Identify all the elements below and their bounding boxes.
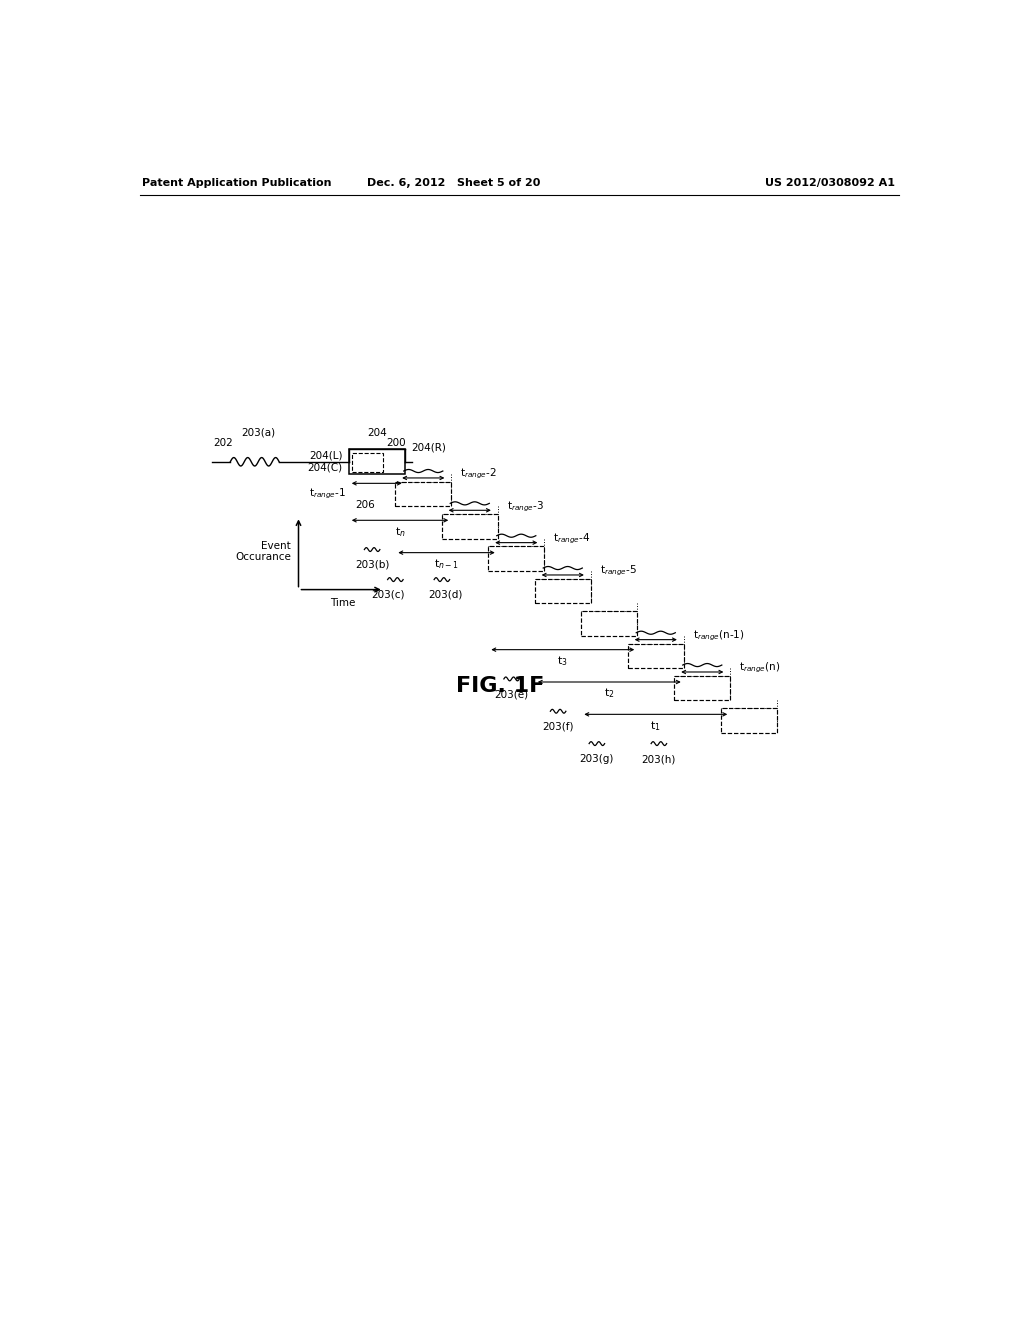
Text: 203(c): 203(c) [371, 590, 404, 601]
Text: 203(b): 203(b) [355, 560, 389, 570]
Text: t$_{range}$-3: t$_{range}$-3 [507, 499, 544, 513]
Text: 204: 204 [367, 428, 387, 437]
Text: 203(a): 203(a) [241, 428, 275, 437]
Text: Dec. 6, 2012   Sheet 5 of 20: Dec. 6, 2012 Sheet 5 of 20 [367, 178, 541, 187]
Text: 206: 206 [355, 500, 375, 510]
Text: Time: Time [330, 598, 355, 609]
Text: t$_2$: t$_2$ [604, 686, 614, 701]
Text: t$_{range}$-5: t$_{range}$-5 [600, 564, 637, 578]
Text: Event
Occurance: Event Occurance [234, 541, 291, 562]
Text: 202: 202 [213, 437, 233, 447]
Text: 203(d): 203(d) [429, 590, 463, 601]
Text: t$_n$: t$_n$ [394, 525, 406, 539]
Bar [442, 515, 498, 539]
Text: t$_{range}$(n-1): t$_{range}$(n-1) [693, 628, 744, 643]
Text: 203(f): 203(f) [543, 722, 573, 731]
Text: 203(g): 203(g) [580, 754, 614, 764]
Text: t$_3$: t$_3$ [557, 655, 568, 668]
Text: 204(L): 204(L) [309, 450, 343, 461]
Bar [395, 482, 452, 507]
Bar [721, 708, 776, 733]
Bar [582, 611, 637, 636]
Text: US 2012/0308092 A1: US 2012/0308092 A1 [765, 178, 895, 187]
Text: t$_{range}$-2: t$_{range}$-2 [461, 467, 498, 482]
Bar [535, 578, 591, 603]
Text: t$_{range}$(n): t$_{range}$(n) [739, 661, 780, 676]
Text: t$_{range}$-1: t$_{range}$-1 [309, 486, 346, 500]
Text: t$_{n-1}$: t$_{n-1}$ [434, 557, 459, 572]
Text: t$_1$: t$_1$ [650, 719, 662, 733]
Text: Patent Application Publication: Patent Application Publication [142, 178, 332, 187]
Bar [628, 644, 684, 668]
Text: 200: 200 [386, 438, 406, 449]
Text: 204(R): 204(R) [411, 444, 445, 453]
Bar [488, 546, 544, 572]
Text: FIG. 1F: FIG. 1F [456, 676, 544, 696]
Bar [675, 676, 730, 701]
Bar [352, 453, 383, 471]
Text: 204(C): 204(C) [307, 463, 343, 473]
Bar [349, 450, 404, 474]
Text: 203(e): 203(e) [495, 689, 528, 700]
Text: 203(h): 203(h) [642, 754, 676, 764]
Text: t$_{range}$-4: t$_{range}$-4 [554, 532, 591, 546]
